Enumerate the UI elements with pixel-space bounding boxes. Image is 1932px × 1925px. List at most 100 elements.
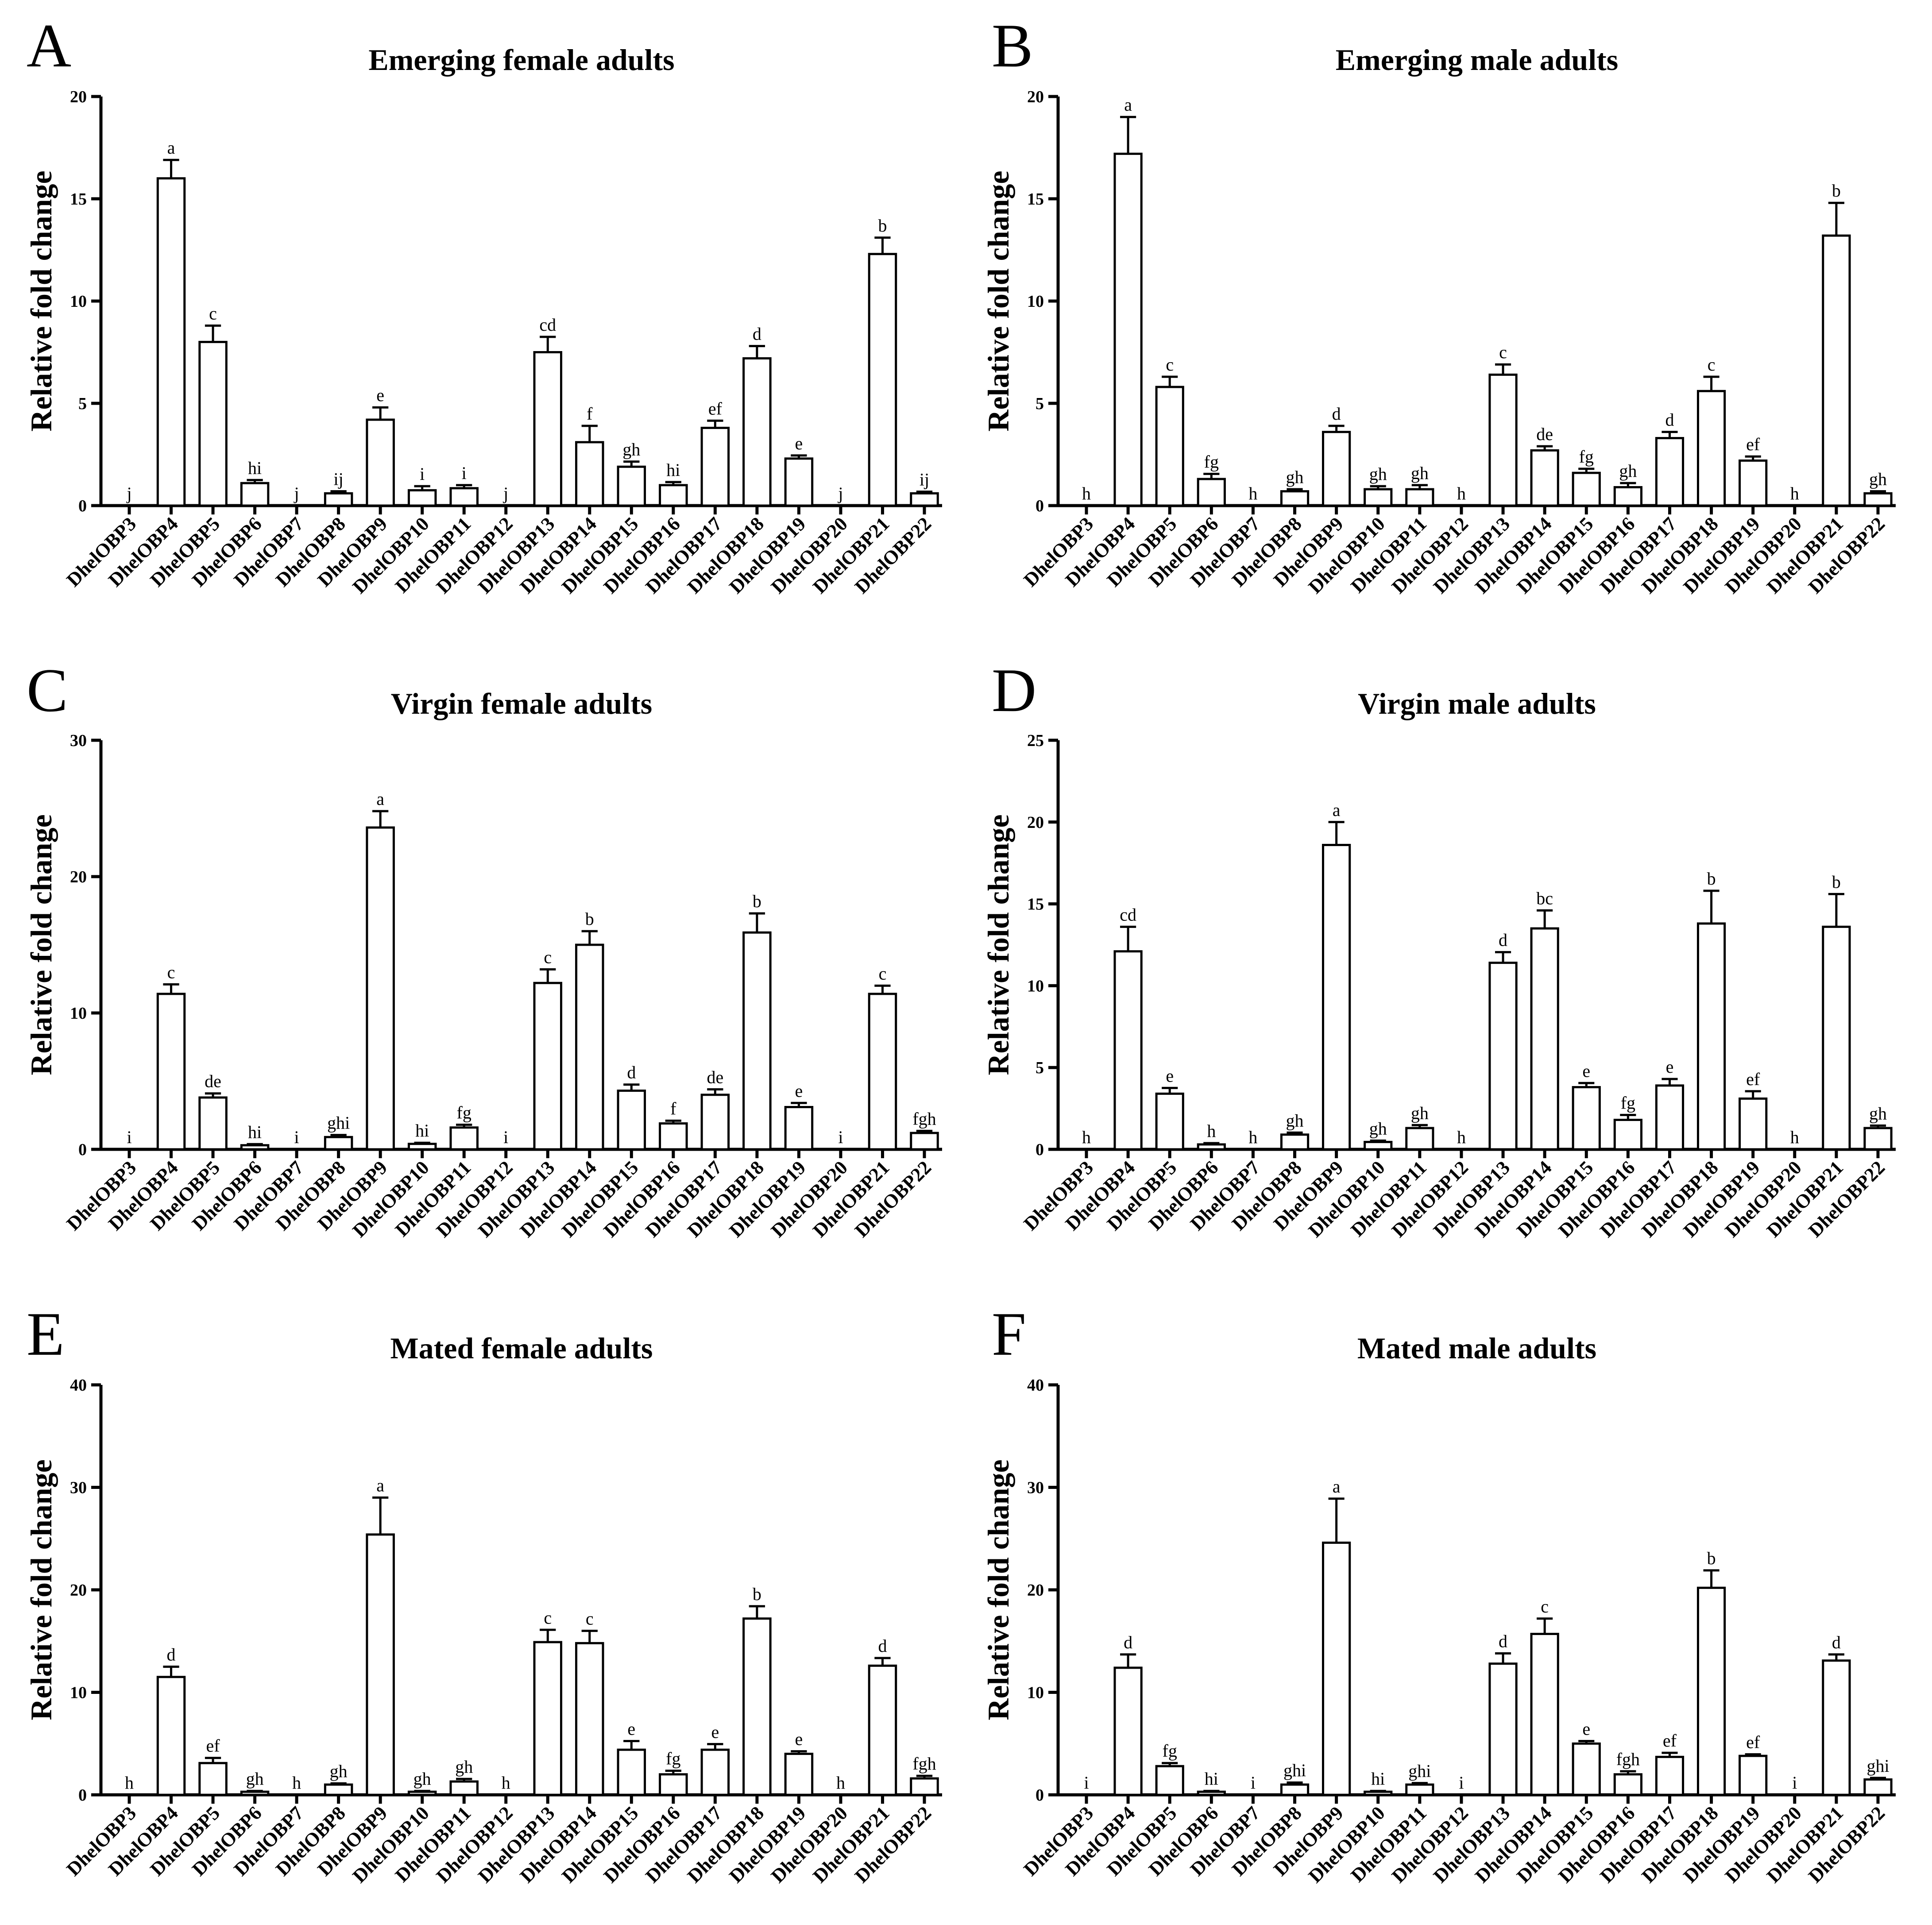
bar xyxy=(1364,1790,1393,1796)
significance-label: d xyxy=(167,1645,176,1665)
bar xyxy=(449,487,479,507)
significance-label: a xyxy=(376,789,384,809)
significance-label: gh xyxy=(1869,1103,1887,1123)
bar xyxy=(407,489,437,507)
significance-label: i xyxy=(294,1127,299,1147)
bar xyxy=(1655,1755,1685,1796)
significance-label: j xyxy=(126,483,131,503)
chart-panel-f: F Mated male adults Relative fold change 0 1… xyxy=(981,1300,1896,1887)
bar xyxy=(700,1748,730,1796)
significance-label: b xyxy=(1707,869,1716,889)
bar xyxy=(1530,449,1559,507)
significance-label: b xyxy=(1832,872,1841,892)
significance-label: hi xyxy=(666,460,680,480)
significance-label: gh xyxy=(1869,469,1887,489)
bar xyxy=(449,1780,479,1796)
bar xyxy=(868,993,897,1151)
bar xyxy=(659,484,688,507)
significance-label: a xyxy=(376,1476,384,1496)
significance-label: fg xyxy=(1163,1741,1177,1761)
bar xyxy=(659,1122,688,1151)
bar xyxy=(1655,1084,1685,1151)
y-tick-label: 30 xyxy=(70,731,87,750)
significance-label: i xyxy=(503,1127,508,1147)
bar xyxy=(1696,922,1726,1151)
bar xyxy=(1405,488,1434,507)
bar xyxy=(1280,490,1310,507)
bar xyxy=(1822,1659,1851,1796)
significance-label: de xyxy=(707,1067,723,1087)
chart-title: Mated male adults xyxy=(1357,1331,1596,1365)
significance-label: fgh xyxy=(912,1754,936,1774)
bar xyxy=(784,1106,814,1151)
y-tick-label: 10 xyxy=(70,292,87,311)
significance-label: fg xyxy=(666,1749,680,1769)
significance-label: e xyxy=(1582,1719,1590,1739)
significance-label: h xyxy=(125,1773,134,1793)
significance-label: fg xyxy=(1204,452,1219,472)
bar xyxy=(1322,844,1351,1151)
y-axis-label: Relative fold change xyxy=(981,814,1015,1075)
significance-label: b xyxy=(753,1584,761,1604)
bar xyxy=(1155,386,1184,507)
significance-label: d xyxy=(1124,1632,1132,1652)
bar xyxy=(575,943,604,1151)
significance-label: e xyxy=(376,385,384,405)
significance-label: i xyxy=(1459,1773,1464,1793)
bar xyxy=(407,1790,437,1796)
bar xyxy=(575,1642,604,1796)
significance-label: de xyxy=(205,1071,221,1091)
y-axis-label: Relative fold change xyxy=(24,1459,58,1720)
bar xyxy=(407,1143,437,1151)
significance-label: ghi xyxy=(327,1113,350,1133)
y-axis-label: Relative fold change xyxy=(24,170,58,431)
significance-label: e xyxy=(795,1081,803,1101)
bar xyxy=(1113,1666,1143,1796)
significance-label: h xyxy=(1790,1127,1799,1147)
significance-label: i xyxy=(127,1127,131,1147)
chart-panel-c: C Virgin female adults Relative fold chang… xyxy=(24,656,942,1241)
bar xyxy=(700,426,730,507)
bar xyxy=(366,418,395,507)
bar xyxy=(1822,925,1851,1151)
significance-label: gh xyxy=(246,1769,264,1789)
bar xyxy=(1488,962,1518,1151)
significance-label: h xyxy=(1082,1127,1091,1147)
y-tick-label: 5 xyxy=(78,394,87,413)
significance-label: h xyxy=(1082,483,1091,503)
significance-label: e xyxy=(1666,1057,1674,1077)
bar xyxy=(1696,390,1726,507)
bar xyxy=(1572,1742,1601,1796)
significance-label: ef xyxy=(1746,1732,1760,1752)
significance-label: cd xyxy=(539,315,556,335)
significance-label: i xyxy=(1251,1773,1256,1793)
bar xyxy=(1822,234,1851,507)
bar xyxy=(1488,1662,1518,1796)
bar xyxy=(1530,927,1559,1151)
panel-letter: E xyxy=(27,1300,65,1368)
y-tick-label: 20 xyxy=(1027,1581,1044,1600)
significance-label: j xyxy=(502,483,508,503)
y-tick-label: 10 xyxy=(1027,292,1044,311)
significance-label: i xyxy=(462,463,467,483)
y-tick-label: 10 xyxy=(1027,1684,1044,1702)
bar xyxy=(784,1752,814,1796)
y-tick-label: 0 xyxy=(1036,1786,1044,1805)
significance-label: fg xyxy=(457,1103,471,1123)
y-tick-label: 40 xyxy=(1027,1376,1044,1395)
bar xyxy=(617,1748,646,1796)
significance-label: ef xyxy=(1746,1069,1760,1089)
significance-label: de xyxy=(1536,424,1553,444)
bar xyxy=(533,982,563,1151)
significance-label: gh xyxy=(622,440,640,460)
y-tick-label: 20 xyxy=(1027,88,1044,106)
y-axis-label: Relative fold change xyxy=(981,170,1015,431)
bar xyxy=(1613,1118,1642,1151)
bar xyxy=(240,482,270,507)
bar xyxy=(617,465,646,507)
significance-label: h xyxy=(836,1773,845,1793)
y-tick-label: 20 xyxy=(1027,813,1044,832)
significance-label: e xyxy=(627,1719,635,1739)
bar xyxy=(156,1676,186,1796)
bar xyxy=(742,931,772,1151)
